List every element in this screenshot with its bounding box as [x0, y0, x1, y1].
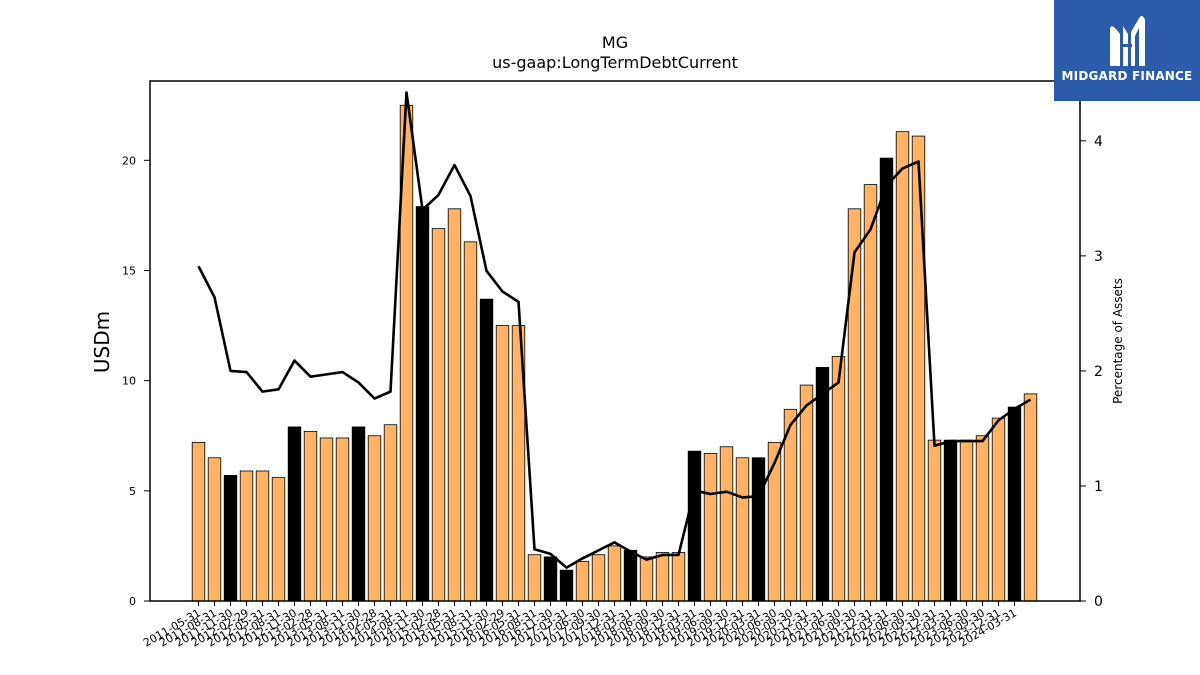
- bar: [415, 206, 430, 602]
- chart-title: MG: [602, 33, 628, 52]
- bar: [319, 437, 334, 602]
- bar: [271, 477, 286, 602]
- bar: [255, 470, 270, 602]
- bar: [239, 470, 254, 602]
- bar: [911, 135, 926, 602]
- logo-text: MIDGARD FINANCE: [1061, 69, 1193, 83]
- midgard-finance-logo: MIDGARD FINANCE: [1054, 0, 1200, 101]
- bar: [863, 184, 878, 602]
- bar-series: [191, 104, 1038, 602]
- bar: [623, 549, 638, 602]
- bar: [607, 545, 622, 602]
- bar: [639, 556, 654, 602]
- y-tick-label: 0: [129, 595, 136, 608]
- bar: [383, 424, 398, 602]
- bar: [527, 554, 542, 602]
- bar: [927, 439, 942, 602]
- bar: [943, 439, 958, 602]
- y2-tick-label: 2: [1094, 364, 1103, 380]
- bar: [735, 457, 750, 602]
- chart-subtitle: us-gaap:LongTermDebtCurrent: [492, 53, 738, 72]
- bar: [1007, 406, 1022, 602]
- bar: [895, 131, 910, 602]
- bar: [751, 457, 766, 602]
- y2-tick-label: 3: [1094, 249, 1103, 265]
- bar: [479, 298, 494, 602]
- bar: [879, 157, 894, 602]
- bar: [687, 450, 702, 602]
- axes: 05101520012342011-05-312011-08-312011-11…: [122, 80, 1103, 650]
- bar: [575, 560, 590, 602]
- bar: [1023, 393, 1038, 602]
- bar: [463, 241, 478, 602]
- bar: [991, 417, 1006, 602]
- bar: [975, 435, 990, 602]
- bar: [671, 552, 686, 602]
- bar: [815, 367, 830, 602]
- bar: [431, 228, 446, 602]
- bar: [223, 475, 238, 602]
- y-tick-label: 10: [122, 375, 136, 388]
- bar: [591, 554, 606, 602]
- line-series: [197, 91, 1032, 569]
- y-axis-label: USDm: [90, 311, 114, 373]
- bar: [831, 356, 846, 602]
- bar: [959, 439, 974, 602]
- bar: [543, 556, 558, 602]
- bar: [207, 457, 222, 602]
- bar: [303, 430, 318, 602]
- y2-tick-label: 0: [1094, 594, 1103, 610]
- y2-tick-label: 4: [1094, 134, 1103, 150]
- bar: [447, 208, 462, 602]
- bar: [495, 325, 510, 602]
- bar: [799, 384, 814, 602]
- bar: [703, 452, 718, 602]
- bar: [559, 569, 574, 602]
- bar: [655, 552, 670, 602]
- y-tick-label: 5: [129, 485, 136, 498]
- bar: [335, 437, 350, 602]
- line-path: [197, 91, 1032, 569]
- bar: [191, 441, 206, 602]
- bar: [767, 441, 782, 602]
- bar: [351, 426, 366, 602]
- bar: [719, 446, 734, 602]
- y2-axis-label: Percentage of Assets: [1111, 278, 1125, 404]
- y-tick-label: 15: [122, 264, 136, 277]
- y-tick-label: 20: [122, 154, 136, 167]
- midgard-logo-icon: [1110, 16, 1145, 66]
- bar: [367, 435, 382, 602]
- bar: [287, 426, 302, 602]
- y2-tick-label: 1: [1094, 479, 1103, 495]
- bar: [847, 208, 862, 602]
